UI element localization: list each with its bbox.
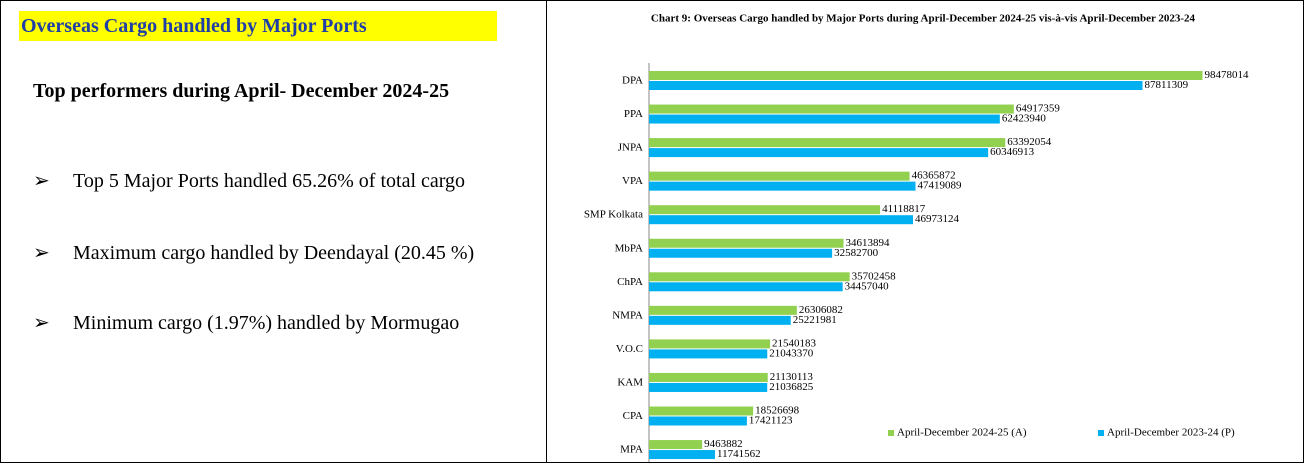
bullet-text: Top 5 Major Ports handled 65.26% of tota… — [73, 170, 466, 192]
legend-label: April-December 2023-24 (P) — [1107, 427, 1235, 439]
bullet: ➢ Maximum cargo handled by Deendayal (20.… — [33, 241, 523, 265]
category-label: NMPA — [612, 309, 643, 321]
value-label: 35702458 — [852, 270, 897, 282]
bar — [649, 272, 850, 282]
value-label: 26306082 — [799, 304, 843, 316]
value-label: 21540183 — [772, 337, 817, 349]
category-label: VPA — [622, 175, 643, 187]
chart: Chart 9: Overseas Cargo handled by Major… — [584, 13, 1249, 462]
bar — [649, 71, 1203, 80]
category-label: ChPA — [617, 276, 643, 288]
bar — [649, 372, 768, 382]
category-label: V.O.C — [616, 343, 643, 355]
value-label: 21130113 — [770, 371, 814, 383]
value-label: 34613894 — [846, 237, 891, 249]
legend-swatch — [888, 430, 894, 436]
category-label: SMP Kolkata — [584, 209, 643, 221]
value-label: 64917359 — [1016, 103, 1061, 115]
bar — [649, 81, 1143, 90]
value-label: 18526698 — [755, 405, 800, 417]
bar — [649, 339, 771, 349]
bar — [649, 138, 1006, 148]
value-label: 11741562 — [717, 448, 761, 460]
legend-label: April-December 2024-25 (A) — [897, 427, 1027, 439]
text-panel: Overseas Cargo handled by Major Ports To… — [1, 1, 547, 462]
bar — [649, 349, 768, 359]
category-label: MPA — [620, 444, 643, 456]
bar — [649, 171, 910, 181]
value-label: 21036825 — [769, 381, 814, 393]
bar — [649, 104, 1014, 114]
bullet-text: Maximum cargo handled by Deendayal (20.4… — [73, 242, 475, 264]
legend-swatch — [1098, 430, 1104, 436]
value-label: 98478014 — [1204, 69, 1249, 81]
value-label: 34457040 — [845, 280, 890, 292]
bullet: ➢ Top 5 Major Ports handled 65.26% of tot… — [33, 169, 523, 193]
chart-title: Chart 9: Overseas Cargo handled by Major… — [651, 13, 1196, 25]
value-label: 21043370 — [769, 347, 814, 359]
panel-subtitle: Top performers during April- December 20… — [33, 80, 450, 102]
value-label: 63392054 — [1007, 136, 1052, 148]
value-label: 25221981 — [793, 314, 837, 326]
bar — [649, 315, 791, 325]
category-label: CPA — [623, 410, 643, 422]
category-label: JNPA — [618, 142, 643, 154]
bar — [649, 114, 1000, 124]
bar — [649, 450, 715, 460]
value-label: 32582700 — [834, 247, 879, 259]
category-label: PPA — [624, 108, 643, 120]
category-label: KAM — [617, 376, 643, 388]
bar — [649, 440, 703, 450]
category-label: MbPA — [615, 242, 643, 254]
category-label: DPA — [622, 75, 643, 87]
bar — [649, 406, 754, 416]
panel-title: Overseas Cargo handled by Major Ports — [19, 11, 497, 41]
bar — [649, 248, 833, 258]
bullet-text: Minimum cargo (1.97%) handled by Mormuga… — [73, 312, 460, 334]
value-label: 46973124 — [915, 213, 960, 225]
bar — [649, 215, 913, 225]
value-label: 17421123 — [749, 415, 793, 427]
value-label: 41118817 — [882, 203, 926, 215]
value-label: 60346913 — [990, 146, 1035, 158]
value-label: 47419089 — [917, 180, 962, 192]
value-label: 62423940 — [1002, 113, 1047, 125]
bar — [649, 148, 989, 158]
bar — [649, 416, 747, 426]
bar — [649, 382, 768, 392]
value-label: 87811309 — [1144, 79, 1188, 91]
bullet: ➢ Minimum cargo (1.97%) handled by Mormug… — [33, 311, 523, 335]
bar — [649, 305, 797, 315]
bar — [649, 205, 881, 215]
bar — [649, 238, 844, 248]
value-label: 9463882 — [704, 438, 743, 450]
bar — [649, 181, 916, 191]
bar — [649, 282, 843, 292]
value-label: 46365872 — [912, 170, 956, 182]
